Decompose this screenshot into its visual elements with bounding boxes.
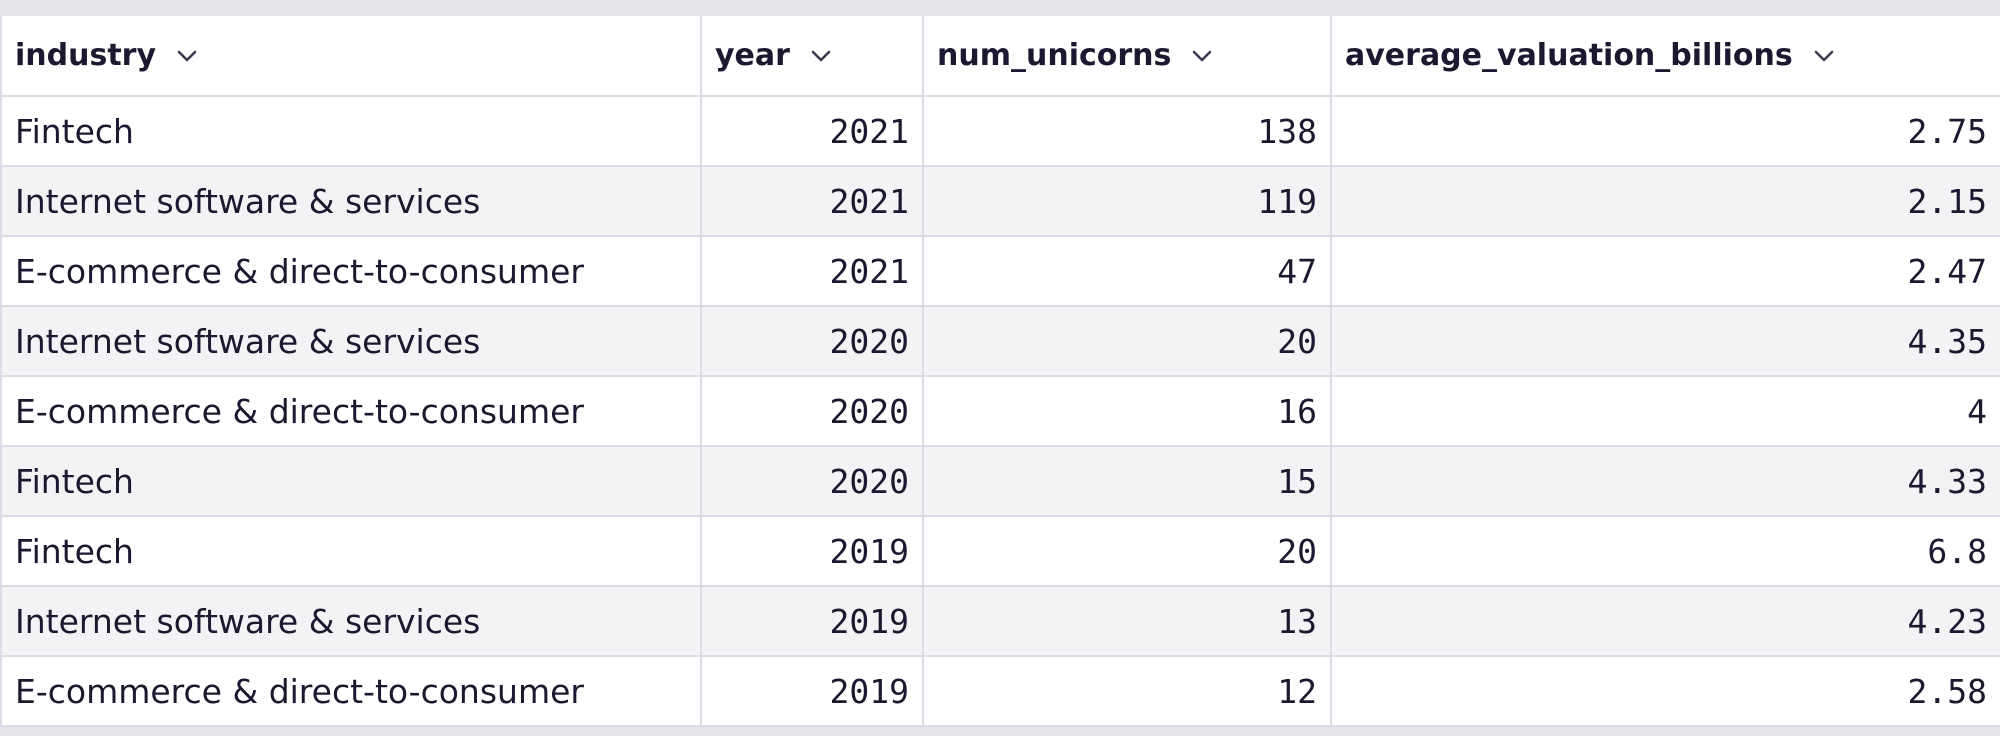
- cell-num-unicorns: 16: [922, 375, 1332, 447]
- chevron-down-icon[interactable]: [1191, 45, 1213, 67]
- cell-num-unicorns: 138: [922, 95, 1332, 167]
- column-header-label: average_valuation_billions: [1345, 38, 1793, 73]
- chevron-down-icon[interactable]: [810, 45, 832, 67]
- cell-year: 2020: [700, 445, 924, 517]
- cell-num-unicorns: 47: [922, 235, 1332, 307]
- cell-year: 2021: [700, 165, 924, 237]
- chevron-down-icon[interactable]: [176, 45, 198, 67]
- cell-industry: Internet software & services: [0, 305, 702, 377]
- grid-top-border: [0, 0, 2000, 16]
- cell-num-unicorns: 15: [922, 445, 1332, 517]
- cell-industry: E-commerce & direct-to-consumer: [0, 375, 702, 447]
- cell-year: 2019: [700, 655, 924, 727]
- column-header-label: year: [715, 38, 790, 73]
- results-table: industry year: [0, 16, 2000, 727]
- cell-average-valuation: 4: [1330, 375, 2000, 447]
- table-row: E-commerce & direct-to-consumer 2021 47 …: [0, 235, 2000, 307]
- cell-year: 2020: [700, 305, 924, 377]
- cell-num-unicorns: 12: [922, 655, 1332, 727]
- column-header-average-valuation-billions[interactable]: average_valuation_billions: [1330, 16, 2000, 97]
- cell-average-valuation: 4.35: [1330, 305, 2000, 377]
- column-header-num-unicorns[interactable]: num_unicorns: [922, 16, 1332, 97]
- cell-num-unicorns: 20: [922, 515, 1332, 587]
- cell-year: 2019: [700, 585, 924, 657]
- cell-industry: E-commerce & direct-to-consumer: [0, 235, 702, 307]
- cell-year: 2021: [700, 235, 924, 307]
- cell-industry: Internet software & services: [0, 165, 702, 237]
- cell-average-valuation: 6.8: [1330, 515, 2000, 587]
- table-row: Internet software & services 2019 13 4.2…: [0, 585, 2000, 657]
- chevron-down-icon[interactable]: [1813, 45, 1835, 67]
- table-row: Internet software & services 2020 20 4.3…: [0, 305, 2000, 377]
- table-row: Fintech 2020 15 4.33: [0, 445, 2000, 517]
- table-row: Fintech 2019 20 6.8: [0, 515, 2000, 587]
- cell-industry: Fintech: [0, 95, 702, 167]
- cell-year: 2020: [700, 375, 924, 447]
- cell-year: 2021: [700, 95, 924, 167]
- column-header-label: num_unicorns: [937, 38, 1172, 73]
- cell-industry: Fintech: [0, 515, 702, 587]
- cell-year: 2019: [700, 515, 924, 587]
- cell-industry: Internet software & services: [0, 585, 702, 657]
- cell-num-unicorns: 13: [922, 585, 1332, 657]
- cell-industry: Fintech: [0, 445, 702, 517]
- table-row: Internet software & services 2021 119 2.…: [0, 165, 2000, 237]
- grid-bottom-border: [0, 727, 2000, 736]
- cell-average-valuation: 4.33: [1330, 445, 2000, 517]
- cell-average-valuation: 2.47: [1330, 235, 2000, 307]
- table-row: E-commerce & direct-to-consumer 2019 12 …: [0, 655, 2000, 727]
- cell-num-unicorns: 20: [922, 305, 1332, 377]
- table-row: Fintech 2021 138 2.75: [0, 95, 2000, 167]
- header-row: industry year: [0, 16, 2000, 97]
- cell-num-unicorns: 119: [922, 165, 1332, 237]
- column-header-industry[interactable]: industry: [0, 16, 702, 97]
- column-header-label: industry: [15, 38, 157, 73]
- table-row: E-commerce & direct-to-consumer 2020 16 …: [0, 375, 2000, 447]
- column-header-year[interactable]: year: [700, 16, 924, 97]
- cell-average-valuation: 2.15: [1330, 165, 2000, 237]
- cell-average-valuation: 2.58: [1330, 655, 2000, 727]
- cell-average-valuation: 2.75: [1330, 95, 2000, 167]
- cell-average-valuation: 4.23: [1330, 585, 2000, 657]
- cell-industry: E-commerce & direct-to-consumer: [0, 655, 702, 727]
